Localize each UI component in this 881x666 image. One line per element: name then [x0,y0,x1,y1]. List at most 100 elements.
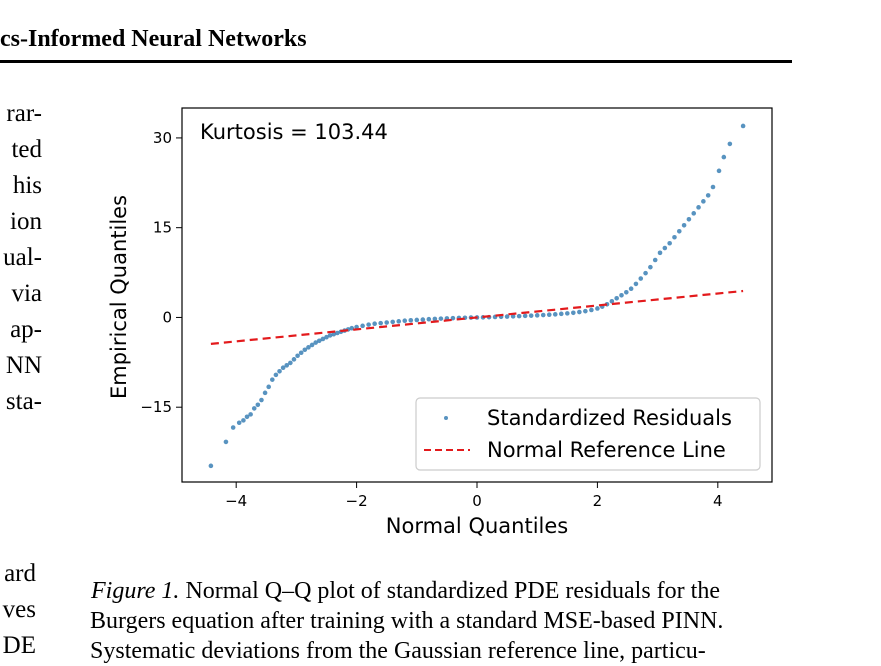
residual-point [354,324,359,330]
residual-point [390,319,396,325]
left-line: via [11,280,42,307]
residual-point [402,318,408,324]
left-column-text-bottom: ard ves DE [0,556,36,664]
legend-frame [415,397,761,471]
residual-point [230,425,236,430]
residual-point [309,342,315,348]
residual-point [432,316,438,322]
residual-point [619,292,624,298]
residual-point [291,357,297,362]
residual-point [295,353,300,359]
legend: Standardized Residuals Normal Reference … [415,397,761,471]
residual-point [676,228,682,234]
residual-point [705,193,711,198]
residual-point [273,372,279,378]
residual-point [255,402,261,408]
residual-point [316,338,322,344]
residual-point [306,345,311,350]
left-line: ual- [3,244,42,271]
residual-point [696,205,701,210]
residual-point [558,311,564,317]
residual-point [259,397,264,403]
residual-point [284,363,290,368]
caption-label: Figure 1. [91,578,180,604]
residual-point [534,313,540,318]
residual-point [716,168,722,174]
residual-point [414,317,420,323]
residual-point [288,360,293,366]
residual-point [686,217,692,222]
residual-point [643,270,648,276]
y-tick-label: 15 [153,219,172,237]
left-line: ion [10,208,42,235]
header-rule [0,60,792,63]
x-tick-label: 0 [472,492,482,510]
residual-point [624,290,629,295]
y-tick-label: 30 [153,129,172,147]
legend-entry-reference: Normal Reference Line [487,438,726,462]
left-line: DE [2,632,36,659]
residual-point [516,313,522,319]
residual-point [628,286,634,292]
left-line: sta- [5,388,42,415]
residual-point [552,312,558,317]
residual-point [223,439,229,445]
x-axis-label: Normal Quantiles [386,514,568,538]
caption-line-3: Systematic deviations from the Gaussian … [90,638,706,664]
residual-point [740,123,746,129]
x-tick-label: −2 [346,492,368,510]
residual-point [450,315,456,321]
x-tick-label: 2 [593,492,603,510]
left-column-text-top: rar- ted his ion ual- via ap- NN sta- [0,96,42,420]
residual-point [595,306,600,311]
figure-caption: Figure 1. Normal Q–Q plot of standardize… [90,576,810,666]
kurtosis-annotation: Kurtosis = 103.44 [200,120,388,144]
residual-point [504,314,510,319]
residual-point [248,412,253,417]
residual-point [420,317,426,322]
residual-point [324,334,329,340]
residual-point [266,384,271,390]
residual-point [208,463,214,469]
residual-point [251,406,257,411]
residual-point [313,340,318,345]
residual-point [408,318,414,323]
left-line: ap- [10,316,42,343]
legend-marker-residuals [444,416,448,420]
y-tick-label: 0 [162,308,172,326]
residual-point [372,321,377,327]
residual-point [510,314,516,319]
residual-point [528,313,534,318]
residual-point [691,211,697,216]
qq-plot-figure: −4 −2 0 2 4 −15 0 15 30 Kurtosis = 103.44 Normal… [107,107,773,538]
caption-line-1: Normal Q–Q plot of standardized PDE resi… [185,578,720,604]
residual-point [565,311,570,316]
y-tick-label: −15 [140,398,172,416]
left-line: ves [2,596,36,623]
residual-point [262,390,268,396]
residual-point [638,276,644,281]
residual-point [583,308,588,314]
caption-line-2: Burgers equation after training with a s… [90,608,724,634]
left-line: ted [11,136,42,163]
residual-point [327,333,333,338]
residual-point [236,420,242,426]
x-tick-label: 4 [713,492,723,510]
left-line: NN [5,352,42,379]
residual-point [298,350,304,356]
residual-point [589,307,594,313]
residual-point [701,199,706,204]
residual-point [426,316,432,322]
residual-point [540,312,546,318]
residual-point [727,141,733,147]
residual-point [302,347,308,353]
residual-point [378,320,383,326]
running-head: cs-Informed Neural Networks [0,26,307,52]
left-line: ard [4,560,36,587]
residual-point [366,322,371,327]
residual-point [648,264,653,270]
residual-point [335,330,340,336]
residual-point [349,325,355,331]
y-axis-label: Empirical Quantiles [107,195,131,399]
residual-point [384,320,389,325]
